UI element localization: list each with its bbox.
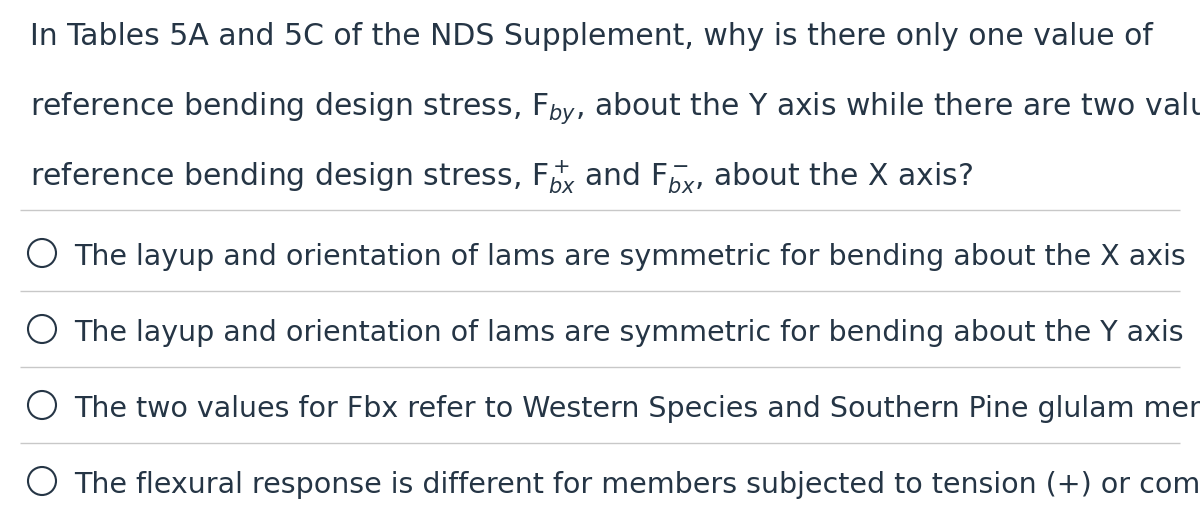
Text: The layup and orientation of lams are symmetric for bending about the X axis: The layup and orientation of lams are sy… (74, 243, 1186, 271)
Text: reference bending design stress, F$_{by}$, about the Y axis while there are two : reference bending design stress, F$_{by}… (30, 90, 1200, 126)
Text: The two values for Fbx refer to Western Species and Southern Pine glulam members: The two values for Fbx refer to Western … (74, 395, 1200, 423)
Text: The flexural response is different for members subjected to tension (+) or compr: The flexural response is different for m… (74, 471, 1200, 499)
Text: reference bending design stress, F$^+_{bx}$ and F$^-_{bx}$, about the X axis?: reference bending design stress, F$^+_{b… (30, 158, 973, 196)
Text: In Tables 5A and 5C of the NDS Supplement, why is there only one value of: In Tables 5A and 5C of the NDS Supplemen… (30, 22, 1153, 51)
Text: The layup and orientation of lams are symmetric for bending about the Y axis: The layup and orientation of lams are sy… (74, 319, 1183, 347)
